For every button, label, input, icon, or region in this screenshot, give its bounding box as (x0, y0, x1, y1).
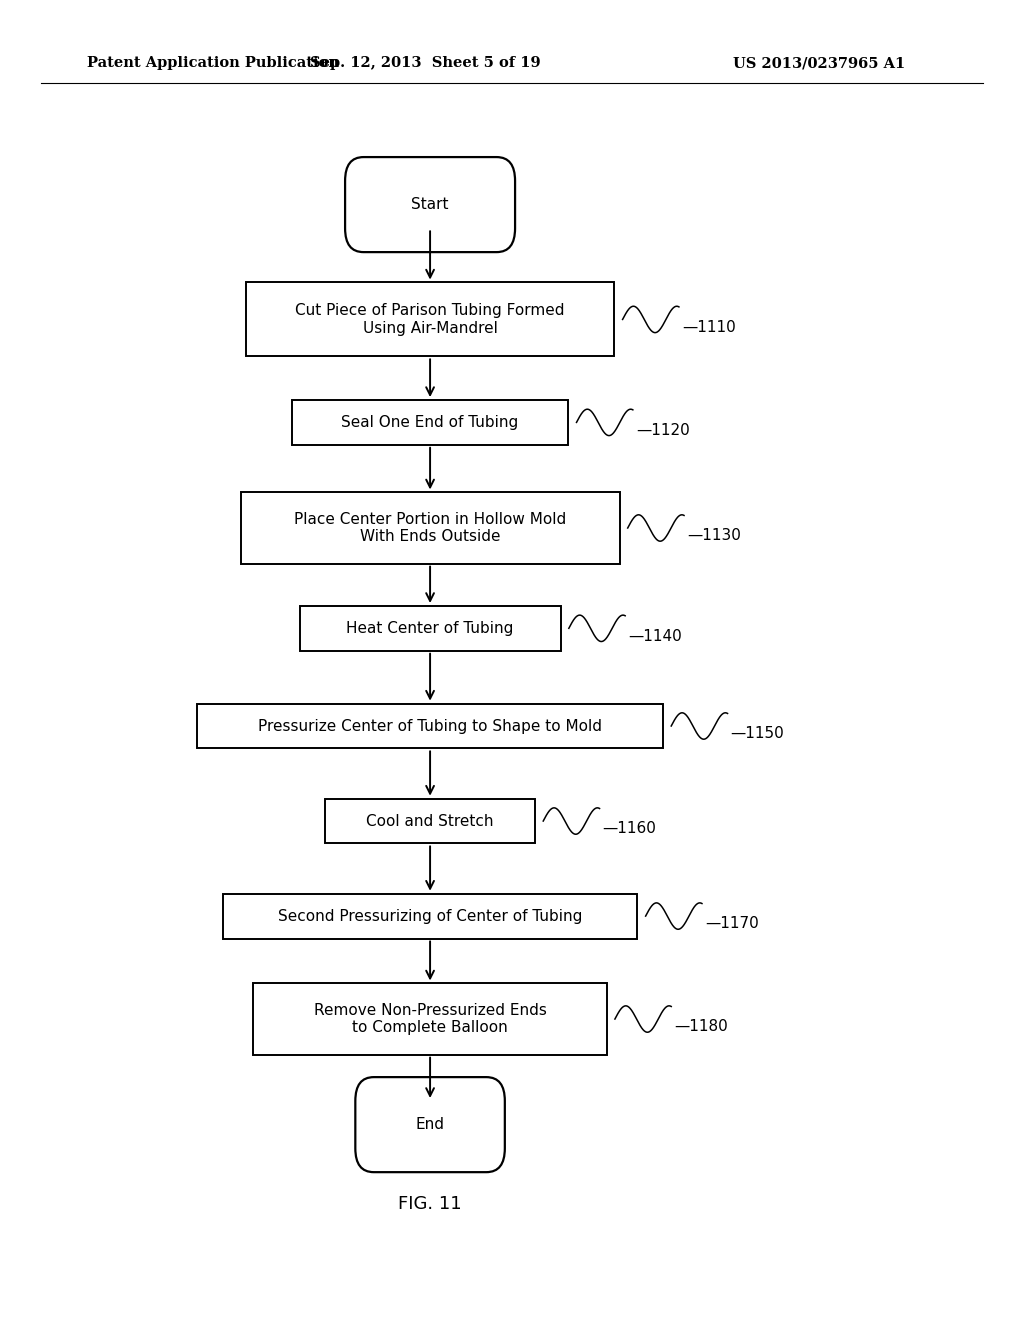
Text: Pressurize Center of Tubing to Shape to Mold: Pressurize Center of Tubing to Shape to … (258, 718, 602, 734)
Text: Seal One End of Tubing: Seal One End of Tubing (341, 414, 519, 430)
Text: Cut Piece of Parison Tubing Formed
Using Air-Mandrel: Cut Piece of Parison Tubing Formed Using… (295, 304, 565, 335)
FancyBboxPatch shape (299, 606, 561, 651)
FancyBboxPatch shape (345, 157, 515, 252)
FancyBboxPatch shape (292, 400, 568, 445)
Text: —1110: —1110 (682, 319, 735, 335)
Text: Patent Application Publication: Patent Application Publication (87, 57, 339, 70)
Text: End: End (416, 1117, 444, 1133)
FancyBboxPatch shape (355, 1077, 505, 1172)
Text: FIG. 11: FIG. 11 (398, 1195, 462, 1213)
FancyBboxPatch shape (241, 492, 620, 564)
Text: Place Center Portion in Hollow Mold
With Ends Outside: Place Center Portion in Hollow Mold With… (294, 512, 566, 544)
FancyBboxPatch shape (246, 282, 614, 356)
Text: US 2013/0237965 A1: US 2013/0237965 A1 (733, 57, 905, 70)
FancyBboxPatch shape (197, 704, 664, 748)
Text: —1130: —1130 (687, 528, 741, 544)
Text: Second Pressurizing of Center of Tubing: Second Pressurizing of Center of Tubing (278, 908, 583, 924)
Text: —1180: —1180 (675, 1019, 728, 1035)
Text: —1150: —1150 (731, 726, 784, 742)
Text: Cool and Stretch: Cool and Stretch (367, 813, 494, 829)
Text: Remove Non-Pressurized Ends
to Complete Balloon: Remove Non-Pressurized Ends to Complete … (313, 1003, 547, 1035)
FancyBboxPatch shape (326, 799, 535, 843)
Text: Sep. 12, 2013  Sheet 5 of 19: Sep. 12, 2013 Sheet 5 of 19 (309, 57, 541, 70)
Text: —1170: —1170 (706, 916, 759, 932)
Text: —1140: —1140 (629, 628, 682, 644)
Text: —1160: —1160 (602, 821, 656, 837)
Text: Heat Center of Tubing: Heat Center of Tubing (346, 620, 514, 636)
FancyBboxPatch shape (222, 894, 637, 939)
Text: —1120: —1120 (636, 422, 689, 438)
FancyBboxPatch shape (254, 983, 606, 1055)
Text: Start: Start (412, 197, 449, 213)
